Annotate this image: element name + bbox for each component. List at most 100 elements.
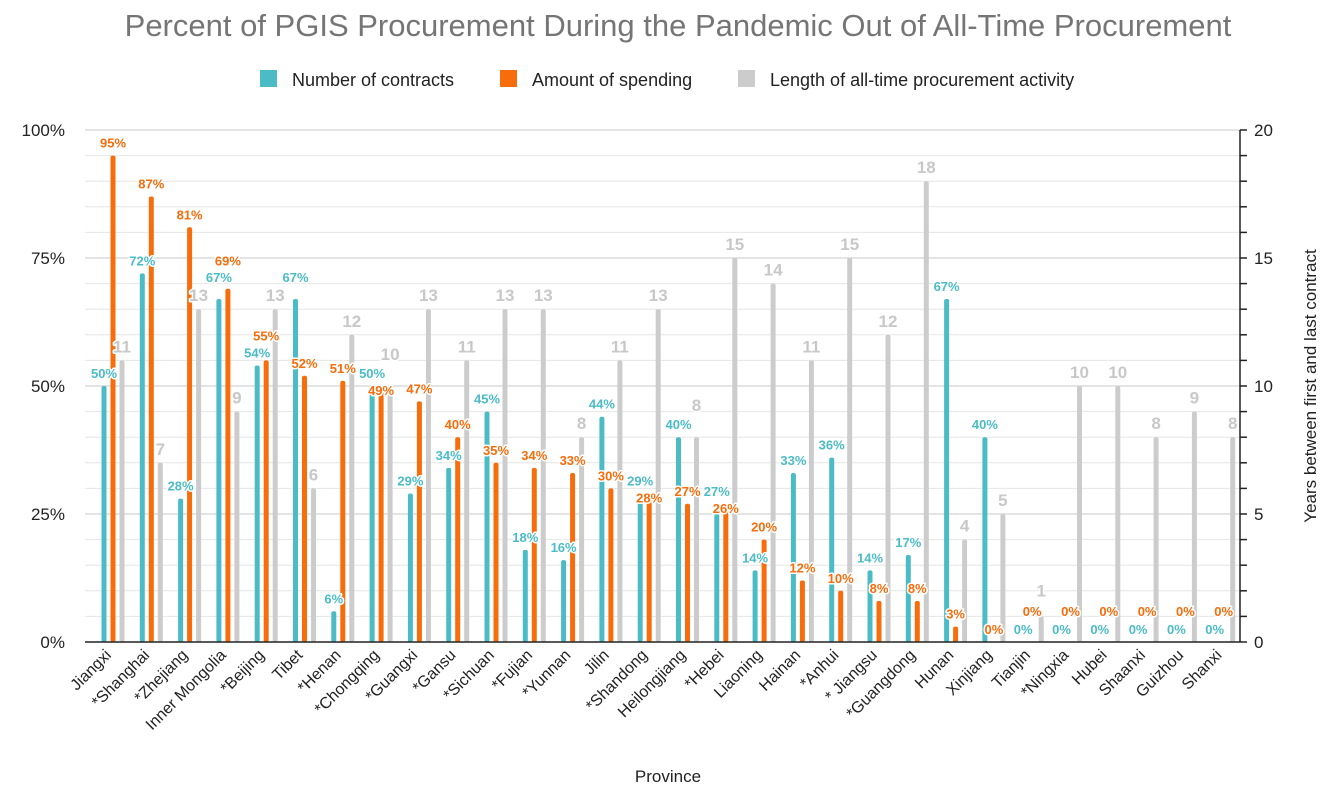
bar-1 <box>340 380 346 642</box>
bar-0 <box>484 411 490 642</box>
data-label: 0% <box>1052 622 1071 637</box>
data-label: 0% <box>1061 604 1080 619</box>
legend-label: Amount of spending <box>532 70 692 90</box>
bar-1 <box>685 503 690 642</box>
bar-1 <box>608 488 614 642</box>
data-label: 3% <box>946 607 965 622</box>
data-label: 67% <box>934 279 960 294</box>
data-label: 45% <box>474 392 500 407</box>
data-label: 49% <box>368 383 394 398</box>
data-label: 5 <box>998 491 1007 510</box>
bar-1 <box>570 473 576 642</box>
y2-axis-title: Years between first and last contract <box>1301 249 1320 523</box>
bar-2 <box>1038 616 1044 642</box>
data-label: 14% <box>857 550 883 565</box>
data-label: 8 <box>1151 414 1160 433</box>
data-label: 13 <box>419 286 438 305</box>
data-label: 8 <box>692 396 701 415</box>
data-label: 12% <box>789 561 815 576</box>
bar-2 <box>770 283 776 642</box>
y-tick-label: 25% <box>31 505 65 524</box>
data-label: 20% <box>751 520 777 535</box>
data-label: 8 <box>1228 414 1237 433</box>
bar-0 <box>790 473 796 642</box>
data-label: 11 <box>458 337 476 356</box>
bar-0 <box>829 457 835 642</box>
y-tick-label: 50% <box>31 377 65 396</box>
bar-1 <box>953 626 959 642</box>
bar-0 <box>714 503 720 642</box>
data-label: 0% <box>1014 622 1033 637</box>
data-label: 27% <box>704 484 730 499</box>
legend-swatch <box>500 70 517 87</box>
bar-0 <box>407 493 413 642</box>
data-label: 7 <box>156 440 165 459</box>
bar-2 <box>349 334 355 642</box>
data-label: 8% <box>908 581 927 596</box>
data-label: 0% <box>985 622 1004 637</box>
bar-0 <box>331 611 337 642</box>
y-tick-label: 75% <box>31 249 65 268</box>
data-label: 9 <box>232 389 241 408</box>
legend-label: Length of all-time procurement activity <box>770 70 1074 90</box>
bar-0 <box>944 298 950 642</box>
data-label: 35% <box>483 443 509 458</box>
data-label: 33% <box>560 453 586 468</box>
bar-2 <box>579 437 585 642</box>
bar-0 <box>982 437 988 642</box>
y2-tick-label: 20 <box>1254 121 1273 140</box>
x-axis-title: Province <box>635 767 701 786</box>
bar-2 <box>502 309 508 642</box>
data-label: 0% <box>1205 622 1224 637</box>
data-label: 28% <box>636 491 662 506</box>
bar-0 <box>637 493 643 642</box>
y-tick-label: 100% <box>22 121 65 140</box>
data-label: 13 <box>649 286 668 305</box>
data-label: 11 <box>802 337 820 356</box>
x-tick-label: Jilin <box>581 647 613 679</box>
bar-0 <box>254 365 260 642</box>
bar-0 <box>101 386 107 642</box>
data-label: 13 <box>534 286 553 305</box>
bar-2 <box>808 360 814 642</box>
bar-0 <box>369 386 375 642</box>
bar-0 <box>446 467 452 642</box>
data-label: 34% <box>436 448 462 463</box>
bar-1 <box>531 467 537 642</box>
bar-0 <box>139 273 145 642</box>
bar-0 <box>293 298 298 642</box>
bar-0 <box>676 437 681 642</box>
bar-2 <box>196 309 202 642</box>
data-label: 4 <box>960 517 970 536</box>
data-label: 36% <box>819 438 845 453</box>
data-label: 40% <box>665 417 691 432</box>
data-label: 50% <box>91 366 117 381</box>
bar-1 <box>378 391 384 642</box>
data-label: 0% <box>1090 622 1109 637</box>
data-label: 10 <box>381 345 400 364</box>
data-label: 27% <box>674 484 700 499</box>
bars <box>101 155 1236 642</box>
bar-0 <box>905 554 911 642</box>
bar-2 <box>1230 437 1236 642</box>
data-label: 18% <box>512 530 538 545</box>
data-label: 40% <box>972 417 998 432</box>
bar-2 <box>732 258 738 642</box>
y2-tick-label: 5 <box>1254 505 1263 524</box>
bar-0 <box>178 498 184 642</box>
data-label: 52% <box>291 356 317 371</box>
bar-1 <box>148 196 154 642</box>
bar-0 <box>561 560 567 642</box>
data-label: 0% <box>1099 604 1118 619</box>
bar-2 <box>272 309 278 642</box>
x-tick-label: Hainan <box>756 647 804 695</box>
chart-title: Percent of PGIS Procurement During the P… <box>125 8 1232 43</box>
data-label: 1 <box>1036 581 1045 600</box>
bar-2 <box>311 488 316 642</box>
data-label: 26% <box>713 501 739 516</box>
bar-1 <box>455 437 461 642</box>
y-tick-label: 0% <box>40 633 65 652</box>
data-label: 29% <box>627 474 653 489</box>
